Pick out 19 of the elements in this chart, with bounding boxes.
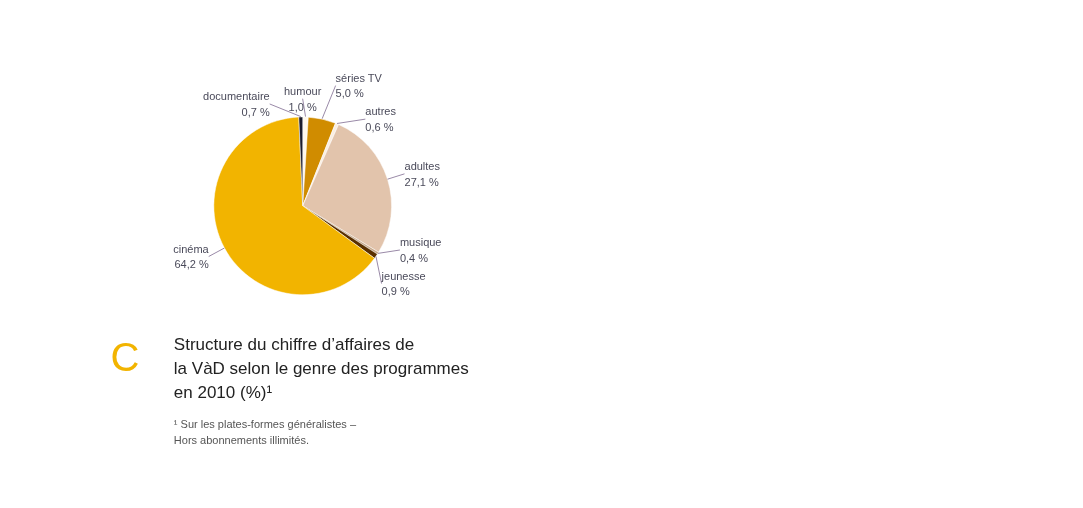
- slice-label: adultes: [404, 160, 441, 173]
- text: ¹ Sur les plates-formes généralistes – Hors abonnements illimités.: [173, 418, 357, 446]
- slice-label: musique: [399, 236, 442, 249]
- text: C: [110, 335, 140, 380]
- slice-label: humour: [284, 84, 322, 97]
- data-label: 0,9 %: [381, 285, 410, 298]
- data-label: 0,7 %: [241, 105, 270, 118]
- slice-label: jeunesse: [380, 269, 426, 282]
- slice-label: documentaire: [203, 90, 270, 103]
- slice-label: autres: [365, 105, 397, 118]
- data-label: 27,1 %: [404, 175, 439, 188]
- data-label: 5,0 %: [335, 87, 364, 100]
- slice-label: cinéma: [173, 242, 210, 255]
- text: Structure du chiffre d’affaires de la VàD selon le genre des programmes en 2010 (%)¹: [173, 335, 469, 402]
- slice-label: séries TV: [335, 71, 383, 84]
- data-label: 64,2 %: [174, 258, 209, 271]
- data-label: 0,6 %: [365, 120, 394, 133]
- data-label: 0,4 %: [399, 251, 429, 264]
- data-label: 1,0 %: [288, 100, 317, 113]
